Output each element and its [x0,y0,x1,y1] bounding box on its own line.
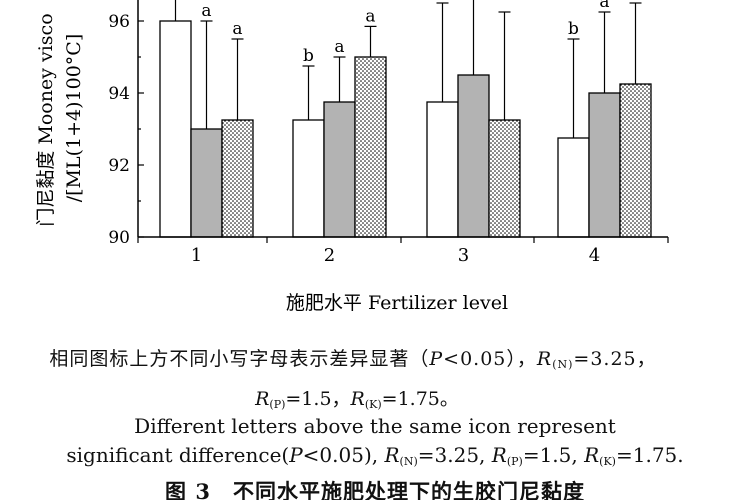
y-axis-label-zh: 门尼黏度 Mooney visco [35,13,57,226]
x-tick-label: 3 [458,245,469,266]
bar-g3-s2 [457,74,490,238]
bar-g3-s3 [488,119,521,238]
caption-text: 相同图标上方不同小写字母表示差异显著（ [49,348,430,370]
caption-p-symbol: P [429,348,444,370]
bar-g4-s2 [588,92,621,238]
bar-g2-s2 [323,101,356,238]
caption-text: =1.5, [522,443,585,467]
caption-r-symbol: R [350,388,365,410]
significance-letter-g1-s2: a [201,1,211,21]
caption-text: <0.05), [302,443,385,467]
y-tick-label: 96 [108,12,130,32]
caption-subscript: (K) [599,455,616,468]
significance-letter-g1-s3: a [232,19,242,39]
figure-title: 图 3 不同水平施肥处理下的生胶门尼黏度 [165,479,585,500]
caption-text: <0.05）， [443,348,537,370]
caption-text: =3.25, [417,443,492,467]
caption-r-symbol: R [491,443,507,467]
y-tick-label: 90 [108,228,130,248]
x-tick-label: 4 [589,245,600,266]
caption-text: =3.25， [573,348,657,370]
caption-subscript: (P) [269,398,286,411]
bar-g2-s3 [354,56,387,238]
bar-g1-s3 [221,119,254,238]
x-tick-label: 2 [324,245,335,266]
caption-text: =1.75。 [381,388,459,410]
caption-en-line-1: Different letters above the same icon re… [134,414,616,438]
x-axis-label: 施肥水平 Fertilizer level [286,292,508,314]
caption-text: =1.75. [615,443,684,467]
caption-r-symbol: R [384,443,400,467]
caption-subscript: (N) [399,455,418,468]
y-tick-label: 94 [108,84,130,104]
caption-r-symbol: R [584,443,600,467]
y-tick-label: 92 [108,156,130,176]
significance-letter-g4-s1: b [568,19,579,39]
bar-g1-s1 [159,20,192,238]
x-tick-label: 1 [191,245,202,266]
caption-text: =1.5， [285,388,351,410]
caption-zh-line-1: 相同图标上方不同小写字母表示差异显著（P<0.05），R(N)=3.25， [0,344,728,371]
caption-subscript: (K) [364,398,382,411]
bar-g1-s2 [190,128,223,238]
significance-letter-g2-s1: b [303,46,314,66]
bar-g2-s1 [292,119,325,238]
bar-g4-s3 [619,83,652,238]
caption-p-symbol: P [289,443,303,467]
y-axis-label-en: /[ML(1+4)100°C] [63,34,85,203]
caption-subscript: (N) [552,358,574,371]
significance-letter-g4-s2: a [599,0,609,12]
bar-g4-s1 [557,137,590,238]
caption-text: significant difference( [66,443,290,467]
caption-zh-line-2: R(P)=1.5，R(K)=1.75。 [0,384,732,411]
significance-letter-g2-s3: a [365,6,375,26]
caption-en-line-2: significant difference(P<0.05), R(N)=3.2… [0,443,750,468]
caption-subscript: (P) [506,455,523,468]
caption-r-symbol: R [255,388,270,410]
caption-r-symbol: R [536,348,553,370]
bar-g3-s1 [426,101,459,238]
significance-letter-g2-s2: a [334,37,344,57]
